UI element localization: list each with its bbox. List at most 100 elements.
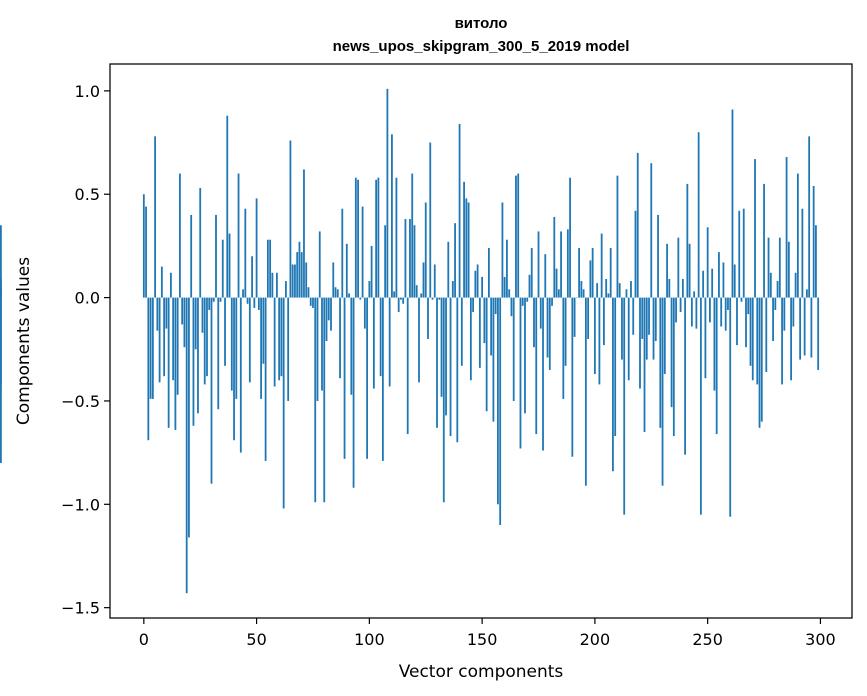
bar [632,297,635,335]
bar [253,297,256,308]
bar [309,297,312,306]
bar [699,297,702,515]
bar [447,241,450,298]
bar [451,281,454,298]
bar [621,297,623,360]
bar [400,297,402,300]
x-tick-label: 300 [805,630,836,649]
bar [312,297,314,308]
bar [546,297,549,358]
bar [722,262,725,298]
bar [706,227,709,298]
bar [785,157,788,298]
bar [501,202,504,298]
bar [271,272,274,298]
bar [641,297,644,339]
x-tick-label: 200 [580,630,611,649]
bar [792,297,795,327]
bar [587,297,590,339]
bar [600,233,603,298]
bar [490,297,493,356]
bar [607,293,610,298]
bar [749,297,752,366]
x-tick-label: 250 [692,630,723,649]
bar [325,297,328,341]
bar [627,297,630,381]
bar [422,262,425,298]
bar [174,297,177,430]
x-axis-label: Vector components [399,662,564,682]
bar [260,297,262,399]
bar [442,297,445,503]
bar [528,274,531,298]
bar [580,281,583,298]
bar [185,297,188,594]
bar [145,206,147,298]
bar [163,297,166,377]
bar [695,297,698,329]
y-axis-ticks: −1.5 −1.0 −0.5 0.0 0.5 1.0 [61,82,110,618]
bar [760,297,763,422]
bar [411,173,414,298]
bar [729,297,732,517]
bar [224,297,226,366]
bar [413,225,416,298]
x-tick-label: 100 [354,630,385,649]
bar [772,297,774,341]
bar [239,297,242,453]
bar [208,297,211,310]
bar [623,297,626,515]
bar [221,239,224,298]
bar [609,247,612,298]
bar [219,297,222,302]
bar [745,297,747,348]
bar [702,270,705,298]
bar [634,210,637,298]
bar [720,297,723,327]
bar [589,260,592,298]
bar [307,287,310,298]
bar [530,247,533,298]
bar [149,297,152,399]
bar [348,293,350,298]
bar [593,297,596,375]
bar [751,297,754,381]
bar [715,297,718,435]
bar [650,163,653,298]
bar [190,214,193,298]
bar [494,297,497,315]
bar [158,297,161,383]
bar [605,278,608,298]
bar [727,297,729,310]
bar [0,297,2,463]
bar [618,283,621,298]
bar [420,293,423,298]
bar [555,268,558,298]
bar [566,229,569,298]
bar [467,202,470,298]
bar [169,272,172,298]
bar [517,173,520,298]
bar [684,297,686,455]
y-axis-label: Components values [14,257,34,425]
bar [535,297,538,435]
bar [334,287,337,298]
bar [569,177,571,298]
bar [799,297,802,360]
bar [341,208,344,298]
bar [395,177,398,298]
bar [235,297,238,399]
bar [318,231,321,298]
bar [332,262,335,298]
bar [440,297,443,397]
bar [582,289,585,298]
x-tick-label: 50 [246,630,266,649]
bar [217,297,220,410]
bar [812,185,815,298]
bar [386,88,389,298]
bar [339,297,341,379]
bar [197,297,199,414]
bar [381,297,384,461]
bar [740,297,743,302]
